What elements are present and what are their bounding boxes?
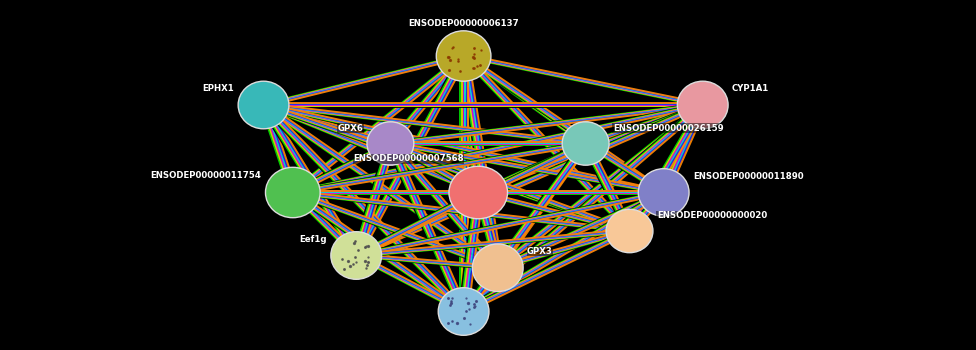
Text: ENSODEP00000007568: ENSODEP00000007568 (353, 154, 464, 163)
Ellipse shape (438, 288, 489, 335)
Ellipse shape (331, 232, 382, 279)
Ellipse shape (638, 169, 689, 216)
Text: ENSODEP00000000020: ENSODEP00000000020 (657, 211, 767, 220)
Text: Eef1g: Eef1g (300, 234, 327, 244)
Ellipse shape (367, 122, 414, 165)
Ellipse shape (562, 122, 609, 165)
Text: CYP1A1: CYP1A1 (732, 84, 769, 93)
Ellipse shape (436, 31, 491, 81)
Ellipse shape (472, 244, 523, 292)
Ellipse shape (606, 209, 653, 253)
Text: GPX3: GPX3 (527, 247, 553, 256)
Ellipse shape (265, 167, 320, 218)
Ellipse shape (677, 81, 728, 129)
Text: ENSODEP00000026159: ENSODEP00000026159 (613, 124, 723, 133)
Text: GPX6: GPX6 (337, 124, 363, 133)
Ellipse shape (238, 81, 289, 129)
Text: EPHX1: EPHX1 (202, 84, 234, 93)
Text: ENSODEP00000011754: ENSODEP00000011754 (150, 171, 262, 180)
Text: ENSODEP00000011890: ENSODEP00000011890 (693, 172, 803, 181)
Text: ENSODEP00000006137: ENSODEP00000006137 (408, 19, 519, 28)
Ellipse shape (449, 166, 508, 219)
